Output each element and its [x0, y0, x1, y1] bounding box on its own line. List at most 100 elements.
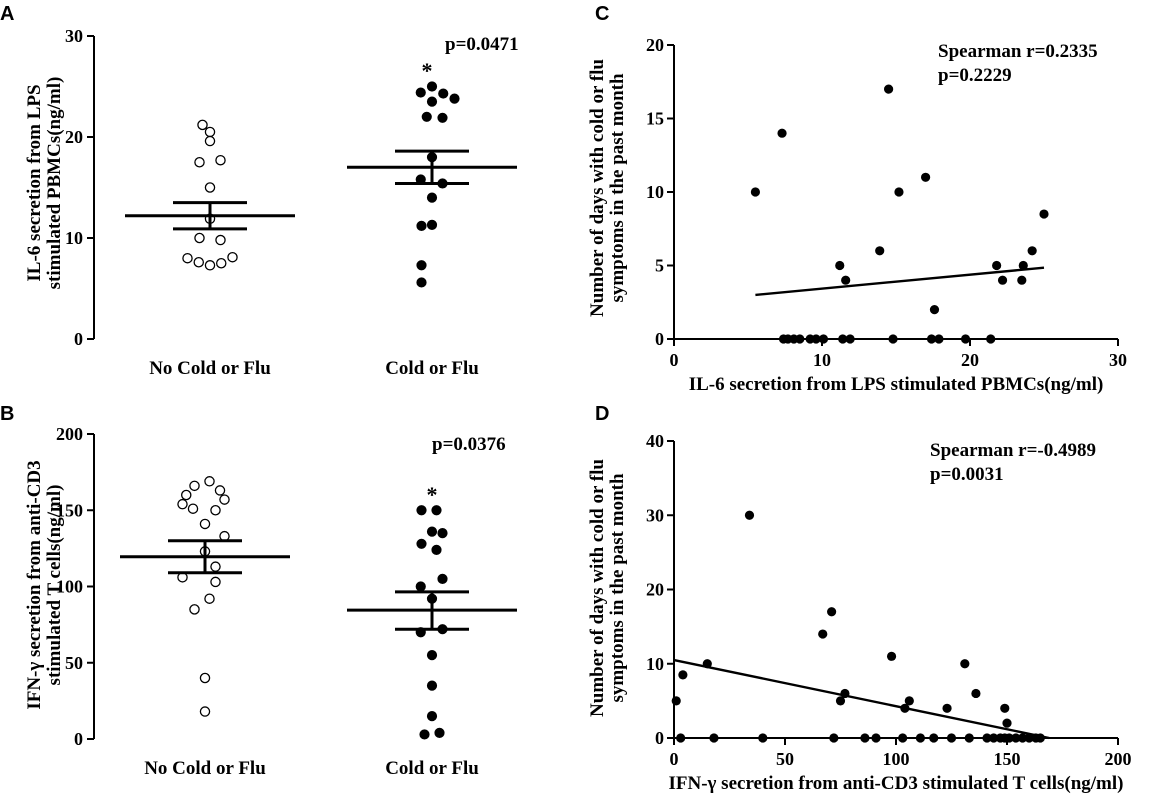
data-point-a — [438, 88, 449, 99]
data-point-b — [187, 503, 199, 514]
data-point-d — [1004, 733, 1014, 743]
y-axis-label-d-line1: Number of days with cold or flu — [587, 459, 608, 717]
y-tick-label-b: 150 — [56, 500, 83, 520]
data-point-a — [215, 234, 226, 246]
data-point-c — [934, 334, 944, 344]
panel-a: A IL-6 secretion from LPS stimulated PBM… — [0, 3, 519, 379]
data-point-d — [971, 688, 981, 699]
y-axis-label-b-line2: stimulated T cells(ng/ml) — [44, 485, 65, 686]
data-point-c — [992, 260, 1002, 271]
category-label-b: Cold or Flu — [385, 758, 479, 779]
data-point-b — [204, 476, 215, 487]
data-point-d — [900, 703, 910, 713]
data-point-a — [426, 219, 438, 230]
data-point-c — [841, 275, 851, 285]
data-point-c — [811, 334, 821, 344]
data-point-c — [997, 275, 1008, 285]
data-point-c — [838, 334, 848, 344]
p-value-d: p=0.0031 — [930, 464, 1004, 485]
data-point-c — [929, 305, 940, 315]
data-point-a — [437, 112, 448, 123]
data-point-a — [182, 252, 193, 264]
spearman-c: Spearman r=0.2335 — [938, 41, 1098, 62]
y-axis-label-a-line1: IL-6 secretion from LPS — [24, 84, 45, 281]
data-point-d — [982, 733, 992, 743]
data-point-b — [199, 518, 211, 530]
p-value-c: p=0.2229 — [938, 65, 1012, 86]
y-tick-label-b: 100 — [56, 577, 83, 597]
data-point-a — [426, 81, 438, 92]
data-point-d — [829, 733, 839, 743]
data-point-d — [1024, 733, 1034, 743]
data-point-c — [777, 128, 787, 138]
x-tick-label-c: 20 — [961, 350, 979, 370]
data-point-d — [960, 659, 970, 669]
data-point-b — [177, 498, 188, 510]
y-axis-label-c-line2: symptoms in the past month — [607, 73, 628, 303]
x-tick-label-c: 0 — [670, 350, 679, 370]
data-point-b — [180, 489, 192, 501]
data-point-b — [189, 480, 200, 492]
y-tick-label-d: 0 — [655, 728, 664, 748]
data-point-a — [194, 232, 205, 244]
data-point-d — [915, 733, 926, 743]
data-point-b — [416, 505, 427, 516]
data-point-b — [415, 581, 426, 592]
data-point-a — [215, 257, 227, 269]
data-point-d — [898, 733, 908, 743]
data-point-a — [415, 87, 426, 98]
panel-letter-d: D — [595, 403, 609, 425]
data-point-c — [818, 334, 829, 344]
x-tick-label-d: 0 — [670, 749, 679, 769]
x-tick-label-c: 10 — [813, 350, 831, 370]
data-point-a — [194, 156, 205, 168]
panel-letter-c: C — [595, 3, 609, 25]
data-point-b — [431, 544, 442, 556]
data-point-a — [416, 220, 427, 231]
data-point-b — [416, 538, 427, 549]
y-tick-label-c: 10 — [646, 182, 664, 202]
data-point-c — [875, 246, 885, 256]
data-point-c — [888, 334, 898, 344]
data-point-c — [845, 334, 855, 344]
data-point-a — [215, 154, 226, 166]
panel-d: D Number of days with cold or flu sympto… — [587, 403, 1132, 794]
data-point-d — [818, 629, 828, 639]
data-point-a — [227, 251, 238, 263]
y-tick-label-a: 0 — [74, 329, 83, 349]
data-point-d — [827, 607, 837, 617]
y-tick-label-d: 30 — [646, 505, 664, 525]
data-point-d — [1011, 733, 1021, 743]
data-point-b — [210, 561, 221, 572]
category-label-a: Cold or Flu — [385, 358, 479, 379]
data-point-a — [416, 277, 427, 288]
data-point-c — [921, 172, 931, 182]
data-point-d — [676, 733, 686, 743]
regression-line-d — [673, 658, 1050, 740]
y-tick-label-c: 15 — [646, 109, 664, 129]
data-point-a — [416, 260, 427, 271]
significance-star-b: * — [427, 482, 438, 507]
y-tick-label-a: 20 — [65, 127, 83, 147]
x-axis-label-c: IL-6 secretion from LPS stimulated PBMCs… — [689, 374, 1104, 395]
category-label-a: No Cold or Flu — [149, 358, 271, 379]
data-point-d — [871, 733, 881, 743]
data-point-c — [884, 84, 894, 94]
data-point-d — [702, 659, 712, 669]
data-point-b — [199, 706, 211, 717]
panel-b: B IFN-γ secretion from anti-CD3 stimulat… — [0, 403, 517, 779]
data-point-c — [926, 334, 937, 344]
y-tick-label-a: 10 — [65, 228, 83, 248]
data-point-d — [1002, 718, 1012, 728]
data-point-a — [193, 256, 204, 268]
data-point-a — [421, 111, 432, 122]
data-point-d — [1000, 703, 1010, 713]
data-point-d — [1035, 733, 1045, 743]
data-point-a — [204, 182, 216, 193]
data-point-b — [210, 504, 221, 516]
data-point-d — [744, 510, 755, 520]
data-point-c — [1027, 246, 1037, 256]
data-point-d — [671, 696, 681, 706]
data-point-b — [437, 528, 448, 539]
spearman-d: Spearman r=-0.4989 — [930, 440, 1096, 461]
